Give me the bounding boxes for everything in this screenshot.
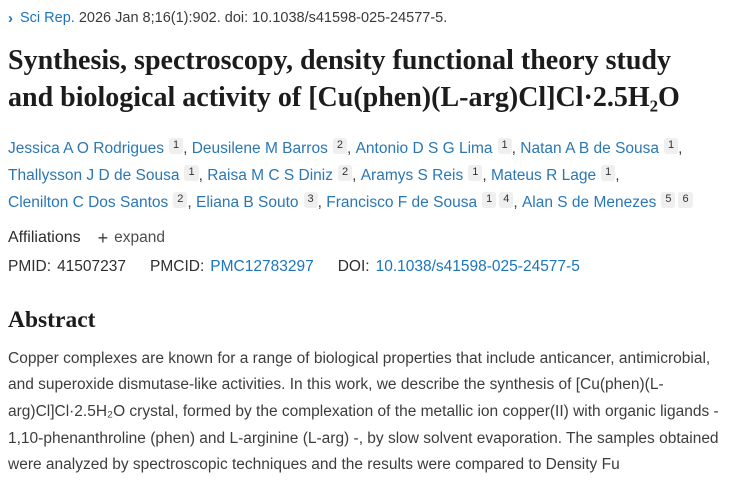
affiliation-badge[interactable]: 1 [482,192,497,209]
authors-list: Jessica A O Rodrigues 1, Deusilene M Barr… [8,135,720,217]
doi-group: DOI: 10.1038/s41598-025-24577-5 [338,258,580,276]
doi-link[interactable]: 10.1038/s41598-025-24577-5 [375,257,580,275]
author-separator: , [513,194,522,212]
author: Deusilene M Barros 2, [191,137,356,157]
affiliation-badge[interactable]: 4 [499,192,514,209]
author-separator: , [678,139,683,157]
affiliation-badge[interactable]: 2 [337,165,353,182]
affiliation-badge[interactable]: 1 [497,137,512,154]
author: Francisco F de Sousa 1 4, [326,192,522,212]
affiliation-badge[interactable]: 1 [468,165,483,182]
chevron-right-icon[interactable]: › [8,10,13,27]
pmcid-label: PMCID: [150,257,205,275]
author-separator: , [187,194,196,212]
pmid-group: PMID: 41507237 [8,258,126,276]
abstract-heading: Abstract [8,306,96,333]
pmid-value: 41507237 [57,257,127,275]
author-link[interactable]: Thallysson J D de Sousa [8,167,180,185]
author: Aramys S Reis 1, [360,165,491,185]
affiliation-badge[interactable]: 2 [332,137,347,154]
author-link[interactable]: Francisco F de Sousa [326,194,478,212]
affiliation-badge[interactable]: 3 [303,192,318,209]
pmcid-link[interactable]: PMC12783297 [210,257,314,275]
author-link[interactable]: Mateus R Lage [490,167,597,185]
author-separator: , [183,139,192,157]
author: Eliana B Souto 3, [196,192,327,212]
author-link[interactable]: Antonio D S G Lima [355,139,493,157]
journal-link[interactable]: Sci Rep. [20,10,75,26]
author-separator: , [482,167,491,185]
author-separator: , [352,167,361,185]
page-title: Synthesis, spectroscopy, density functio… [8,45,680,113]
author: Antonio D S G Lima 1, [355,137,521,157]
affiliation-badge[interactable]: 1 [168,137,184,154]
author: Thallysson J D de Sousa 1, [8,165,208,185]
author-separator: , [615,167,620,185]
author: Alan S de Menezes 5 6 [521,192,693,212]
affiliations-label: Affiliations [8,228,81,246]
expand-label: expand [114,228,166,246]
pmid-label: PMID: [8,257,52,275]
author: Jessica A O Rodrigues 1, [8,137,192,157]
plus-icon: + [97,227,109,248]
author-separator: , [317,194,327,212]
doi-label: DOI: [337,257,370,275]
abstract-text: Copper complexes are known for a range o… [8,349,719,474]
author: Mateus R Lage 1, [490,165,620,185]
identifiers-row: PMID: 41507237 PMCID: PMC12783297 DOI: 1… [8,258,722,276]
author-separator: , [198,167,208,185]
affiliation-badge[interactable]: 1 [664,137,679,154]
author: Clenilton C Dos Santos 2, [8,192,196,212]
pmcid-group: PMCID: PMC12783297 [150,258,314,276]
citation-details: 2026 Jan 8;16(1):902. doi: 10.1038/s4159… [78,10,448,26]
affiliation-badge[interactable]: 5 [661,192,676,209]
author-link[interactable]: Aramys S Reis [360,167,464,185]
affiliation-badge[interactable]: 1 [184,165,199,182]
citation-header: › Sci Rep. 2026 Jan 8;16(1):902. doi: 10… [8,9,722,27]
author-separator: , [346,139,356,157]
affiliation-badge[interactable]: 1 [601,165,616,182]
author-link[interactable]: Clenilton C Dos Santos [8,194,169,212]
author-link[interactable]: Natan A B de Sousa [520,139,660,157]
author-separator: , [511,139,521,157]
author-link[interactable]: Deusilene M Barros [191,139,328,157]
author-link[interactable]: Alan S de Menezes [521,194,657,212]
author-link[interactable]: Raisa M C S Diniz [207,167,333,185]
affiliations-row: Affiliations + expand [8,229,722,247]
affiliation-badge[interactable]: 6 [678,192,693,209]
article-page: › Sci Rep. 2026 Jan 8;16(1):902. doi: 10… [8,9,722,474]
author-link[interactable]: Jessica A O Rodrigues [8,139,164,157]
author: Raisa M C S Diniz 2, [207,165,361,185]
author-link[interactable]: Eliana B Souto [196,194,299,212]
affiliation-badge[interactable]: 2 [173,192,188,209]
expand-affiliations-button[interactable]: + expand [98,229,165,247]
citation-text: Sci Rep. 2026 Jan 8;16(1):902. doi: 10.1… [20,10,447,26]
author: Natan A B de Sousa 1, [520,137,683,157]
